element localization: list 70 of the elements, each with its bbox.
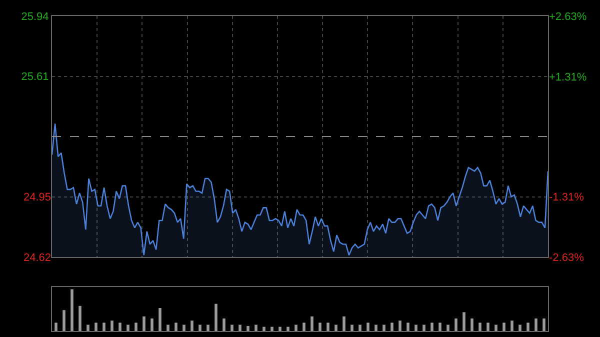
bar — [334, 324, 338, 331]
bar — [526, 322, 530, 331]
bar — [494, 324, 498, 331]
bar — [286, 326, 290, 331]
bar — [78, 306, 82, 331]
bar — [166, 324, 170, 331]
bar — [358, 324, 362, 331]
bar — [222, 318, 226, 331]
bar — [518, 324, 522, 331]
bar — [126, 324, 130, 331]
bar — [406, 322, 410, 331]
bar — [310, 316, 314, 331]
bar — [326, 322, 330, 331]
bar — [422, 324, 426, 331]
bar — [262, 326, 266, 331]
bar — [342, 316, 346, 331]
bar — [438, 322, 442, 331]
bar — [190, 320, 194, 331]
bar — [502, 322, 506, 331]
bar — [62, 310, 66, 331]
bar — [54, 322, 58, 331]
bar — [182, 324, 186, 331]
bar — [70, 289, 74, 331]
bar — [270, 326, 274, 331]
bar — [542, 318, 546, 331]
bar — [150, 318, 154, 331]
bar — [382, 324, 386, 331]
bar — [374, 324, 378, 331]
y-tick-label: 25.61 — [21, 71, 49, 84]
bar — [478, 322, 482, 331]
bar — [214, 304, 218, 331]
bar — [486, 322, 490, 331]
y2-tick-label: -2.63% — [549, 252, 584, 264]
bar — [118, 322, 122, 331]
y-tick-label: 24.95 — [23, 192, 51, 204]
bar — [430, 322, 434, 331]
bar — [174, 322, 178, 331]
bar — [110, 320, 114, 331]
bar — [462, 312, 466, 331]
bar — [398, 320, 402, 331]
bar — [294, 324, 298, 331]
y2-tick-label: -1.31% — [549, 191, 584, 204]
bar — [350, 324, 354, 331]
bar — [510, 320, 514, 331]
bar — [278, 326, 282, 331]
y-tick-label: 25.94 — [21, 10, 49, 23]
bar — [414, 324, 418, 331]
bar — [254, 324, 258, 331]
y2-tick-label: +1.31% — [549, 71, 587, 84]
bar — [366, 322, 370, 331]
bar — [142, 316, 146, 331]
bar — [230, 324, 234, 331]
bar — [206, 324, 210, 331]
bar — [86, 324, 90, 331]
bar — [238, 324, 242, 331]
bar — [198, 324, 202, 331]
bar — [158, 308, 162, 331]
bar — [390, 322, 394, 331]
y2-tick-label: +2.63% — [549, 10, 587, 23]
bar — [454, 318, 458, 331]
bar — [246, 326, 250, 331]
bar — [318, 322, 322, 331]
bar — [534, 318, 538, 331]
y-tick-label: 24.62 — [23, 252, 51, 264]
bar — [134, 322, 138, 331]
bar — [102, 322, 106, 331]
bar — [302, 322, 306, 331]
bar — [446, 324, 450, 331]
bar — [94, 322, 98, 331]
bar — [470, 318, 474, 331]
